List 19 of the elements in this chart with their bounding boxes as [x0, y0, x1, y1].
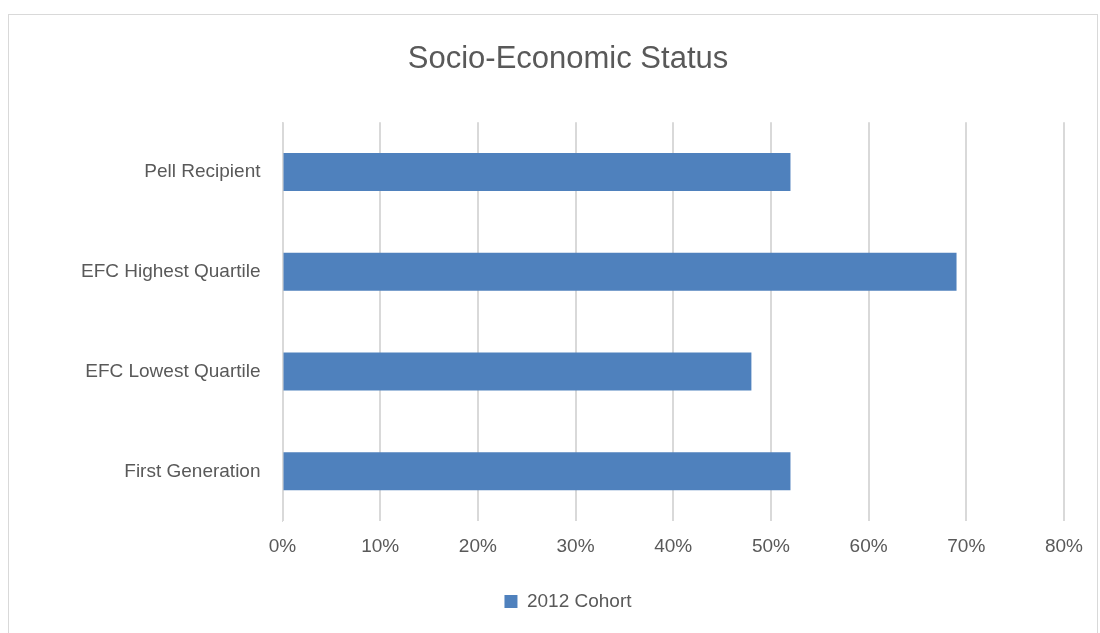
y-tick-label: First Generation: [124, 459, 261, 481]
legend-label: 2012 Cohort: [526, 589, 633, 611]
x-tick-label: 40%: [654, 534, 693, 556]
x-tick-label: 60%: [849, 534, 888, 556]
x-tick-label: 10%: [361, 534, 400, 556]
x-tick-label: 70%: [947, 534, 986, 556]
x-tick-label: 30%: [556, 534, 595, 556]
y-tick-label: Pell Recipient: [144, 160, 262, 182]
x-tick-label: 80%: [1044, 534, 1084, 556]
x-tick-label: 0%: [268, 534, 297, 556]
x-tick-label: 20%: [458, 534, 497, 556]
y-tick-label: EFC Lowest Quartile: [85, 359, 261, 381]
x-tick-label: 50%: [751, 534, 791, 556]
bar: [283, 352, 752, 391]
bar: [283, 452, 791, 491]
bar: [283, 153, 791, 192]
y-tick-label: EFC Highest Quartile: [80, 260, 261, 282]
bar: [283, 252, 957, 291]
chart-title: Socio-Economic Status: [407, 40, 729, 76]
